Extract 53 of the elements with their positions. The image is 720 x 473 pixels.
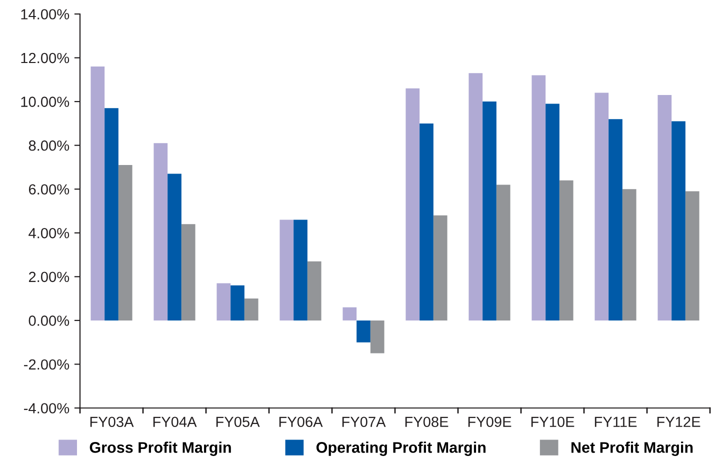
bar <box>244 298 258 320</box>
x-tick-label: FY05A <box>216 416 260 428</box>
bar <box>468 73 483 320</box>
y-tick-label: -4.00% <box>24 403 70 414</box>
bar <box>307 261 322 320</box>
y-tick-label: 14.00% <box>21 9 70 20</box>
bar <box>280 220 294 320</box>
bar <box>230 285 244 320</box>
bar <box>658 94 672 320</box>
legend-label: Operating Profit Margin <box>316 442 486 456</box>
bar <box>622 189 636 320</box>
bar <box>672 121 686 320</box>
bar <box>342 307 357 320</box>
bar <box>546 104 560 320</box>
bar <box>406 88 420 320</box>
bar <box>496 184 510 320</box>
x-tick-label: FY07A <box>342 416 386 428</box>
x-tick-label: FY12E <box>657 416 700 427</box>
y-tick-label: 8.00% <box>28 140 70 151</box>
bar <box>168 174 182 320</box>
bar <box>433 215 448 320</box>
legend-label: Gross Profit Margin <box>90 442 231 456</box>
y-tick-label: 0.00% <box>28 316 70 326</box>
x-tick-label: FY06A <box>279 416 323 428</box>
x-tick-label: FY11E <box>594 416 637 427</box>
y-tick-label: 2.00% <box>28 272 70 282</box>
x-tick-label: FY09E <box>468 416 512 428</box>
x-tick-label: FY04A <box>153 416 197 428</box>
bar <box>608 119 622 320</box>
x-tick-label: FY03A <box>90 416 134 428</box>
bar <box>104 108 118 320</box>
bar <box>90 66 105 320</box>
bar <box>594 92 609 320</box>
bar <box>420 123 434 320</box>
x-tick-label: FY10E <box>531 416 574 428</box>
y-tick-label: 6.00% <box>28 184 70 195</box>
bar <box>181 224 196 320</box>
bar <box>685 191 700 320</box>
legend-label: Net Profit Margin <box>571 442 693 456</box>
bar <box>370 320 384 354</box>
bar <box>532 75 546 320</box>
bar <box>294 220 308 320</box>
y-tick-label: 4.00% <box>28 228 70 238</box>
bar <box>356 320 370 342</box>
bar <box>154 143 168 320</box>
bar <box>118 165 132 320</box>
y-tick-label: -2.00% <box>24 359 70 370</box>
y-tick-label: 10.00% <box>21 96 70 107</box>
bar <box>559 180 574 320</box>
y-tick-label: 12.00% <box>21 52 70 64</box>
x-tick-label: FY08E <box>405 416 448 428</box>
bar <box>216 283 231 320</box>
bar <box>482 102 496 320</box>
